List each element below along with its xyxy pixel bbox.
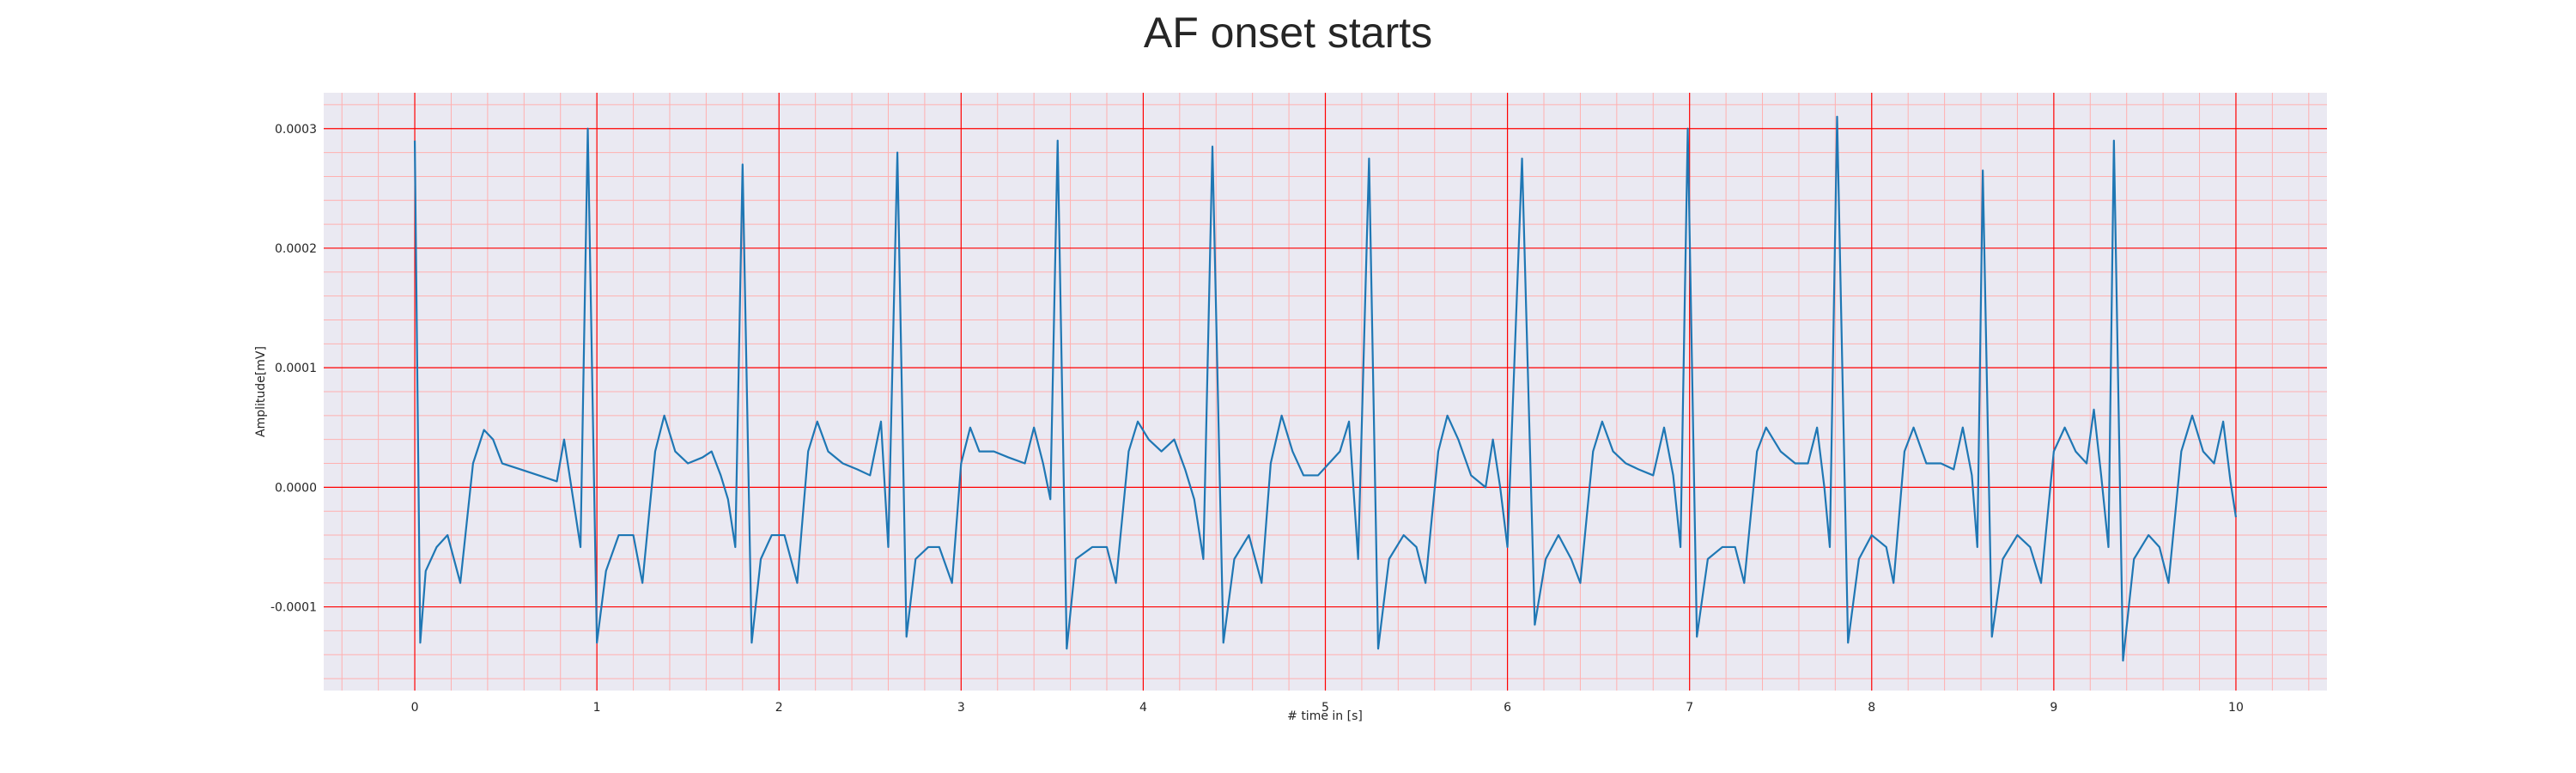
x-tick-label: 6 [1504,701,1511,715]
x-tick-label: 2 [775,701,783,715]
y-tick-label: 0.0003 [275,123,317,137]
x-tick-label: 1 [593,701,601,715]
y-axis-ticks: -0.0001 0.0000 0.0001 0.0002 0.0003 [270,123,317,615]
x-tick-label: 9 [2050,701,2057,715]
y-axis-label: Amplitude[mV] [254,346,268,437]
x-axis-ticks: 0 1 2 3 4 5 6 7 8 9 10 [411,701,2244,715]
y-tick-label: 0.0002 [275,242,317,256]
x-tick-label: 3 [957,701,965,715]
x-tick-label: 8 [1868,701,1875,715]
y-tick-label: -0.0001 [270,601,317,615]
ecg-signal-line [413,115,2238,662]
major-grid [324,93,2327,691]
x-tick-label: 5 [1321,701,1329,715]
x-tick-label: 10 [2228,701,2244,715]
x-tick-label: 7 [1686,701,1693,715]
x-tick-label: 4 [1139,701,1147,715]
y-tick-label: 0.0001 [275,362,317,375]
x-tick-label: 0 [411,701,419,715]
y-tick-label: 0.0000 [275,481,317,495]
chart-title: AF onset starts [1144,9,1432,57]
x-axis-label: # time in [s] [1287,709,1363,723]
